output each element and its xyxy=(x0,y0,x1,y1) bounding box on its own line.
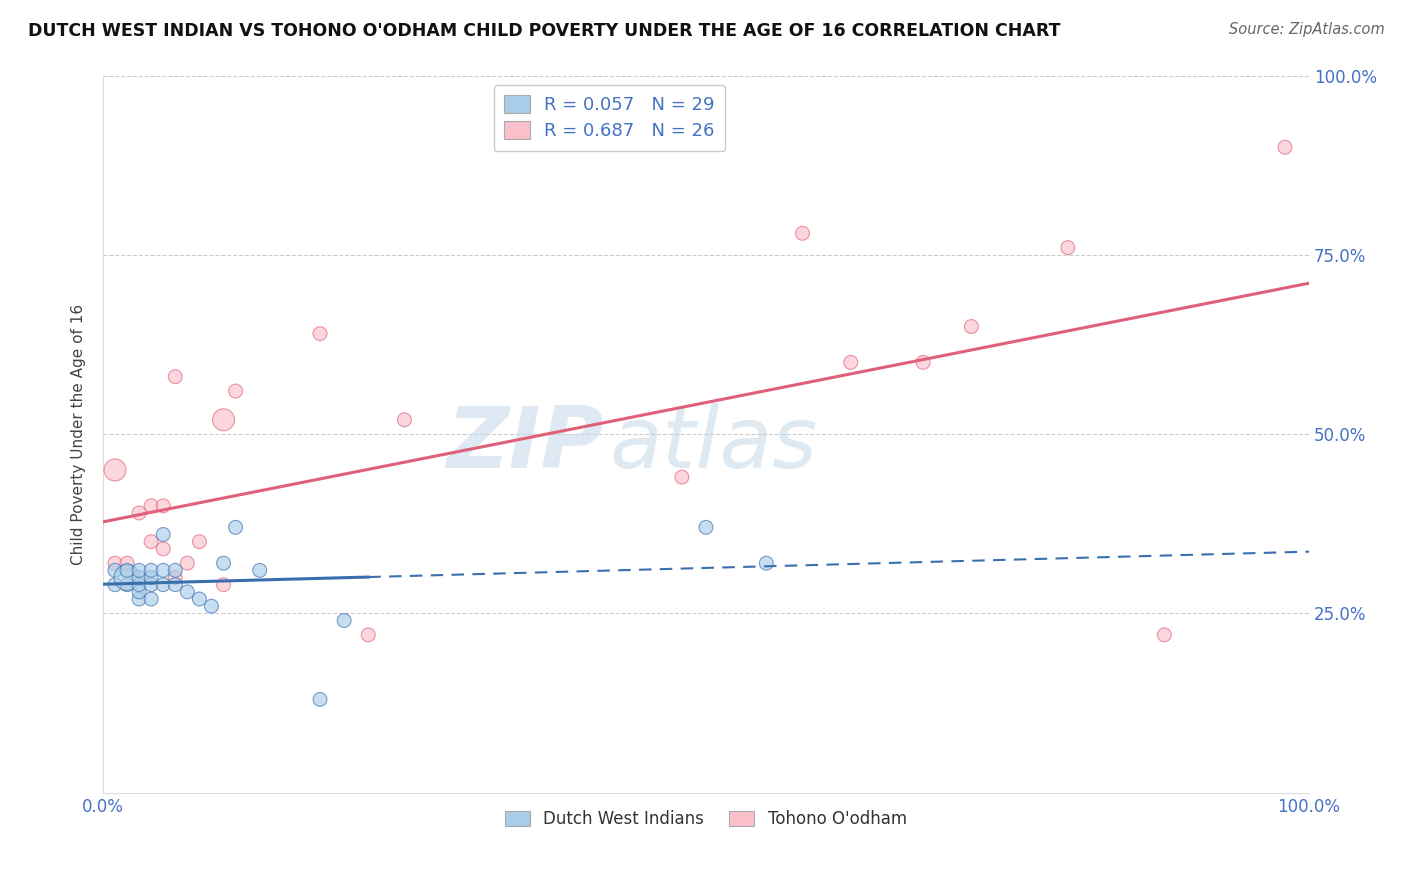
Point xyxy=(141,499,163,513)
Point xyxy=(165,577,187,591)
Point xyxy=(141,592,163,607)
Point xyxy=(176,585,198,599)
Text: Source: ZipAtlas.com: Source: ZipAtlas.com xyxy=(1229,22,1385,37)
Point xyxy=(1274,140,1296,154)
Point xyxy=(960,319,983,334)
Point xyxy=(115,556,138,570)
Point xyxy=(165,563,187,577)
Point xyxy=(212,413,235,427)
Point xyxy=(104,563,127,577)
Point xyxy=(152,563,174,577)
Point xyxy=(104,556,127,570)
Point xyxy=(1056,241,1078,255)
Point xyxy=(128,570,150,584)
Point xyxy=(141,563,163,577)
Point xyxy=(152,499,174,513)
Point xyxy=(225,520,247,534)
Point xyxy=(115,577,138,591)
Point xyxy=(141,534,163,549)
Point xyxy=(212,577,235,591)
Point xyxy=(128,563,150,577)
Point xyxy=(357,628,380,642)
Point xyxy=(309,692,332,706)
Point xyxy=(394,413,416,427)
Point xyxy=(755,556,778,570)
Point xyxy=(212,556,235,570)
Point xyxy=(309,326,332,341)
Point xyxy=(792,227,814,241)
Point xyxy=(104,577,127,591)
Text: ZIP: ZIP xyxy=(446,403,603,486)
Point xyxy=(225,384,247,398)
Point xyxy=(115,563,138,577)
Point xyxy=(141,577,163,591)
Point xyxy=(333,614,356,628)
Point xyxy=(200,599,222,614)
Point xyxy=(1153,628,1175,642)
Point xyxy=(839,355,862,369)
Point xyxy=(188,592,211,607)
Point xyxy=(128,577,150,591)
Point xyxy=(152,577,174,591)
Legend: Dutch West Indians, Tohono O'odham: Dutch West Indians, Tohono O'odham xyxy=(499,803,914,835)
Point xyxy=(128,506,150,520)
Point xyxy=(152,541,174,556)
Text: DUTCH WEST INDIAN VS TOHONO O'ODHAM CHILD POVERTY UNDER THE AGE OF 16 CORRELATIO: DUTCH WEST INDIAN VS TOHONO O'ODHAM CHIL… xyxy=(28,22,1060,40)
Point xyxy=(115,570,138,584)
Point xyxy=(128,585,150,599)
Point xyxy=(141,570,163,584)
Point xyxy=(165,570,187,584)
Point xyxy=(188,534,211,549)
Point xyxy=(249,563,271,577)
Y-axis label: Child Poverty Under the Age of 16: Child Poverty Under the Age of 16 xyxy=(72,303,86,565)
Point xyxy=(165,369,187,384)
Point xyxy=(912,355,935,369)
Text: atlas: atlas xyxy=(609,403,817,486)
Point xyxy=(671,470,693,484)
Point xyxy=(695,520,717,534)
Point xyxy=(176,556,198,570)
Point xyxy=(128,592,150,607)
Point xyxy=(104,463,127,477)
Point xyxy=(152,527,174,541)
